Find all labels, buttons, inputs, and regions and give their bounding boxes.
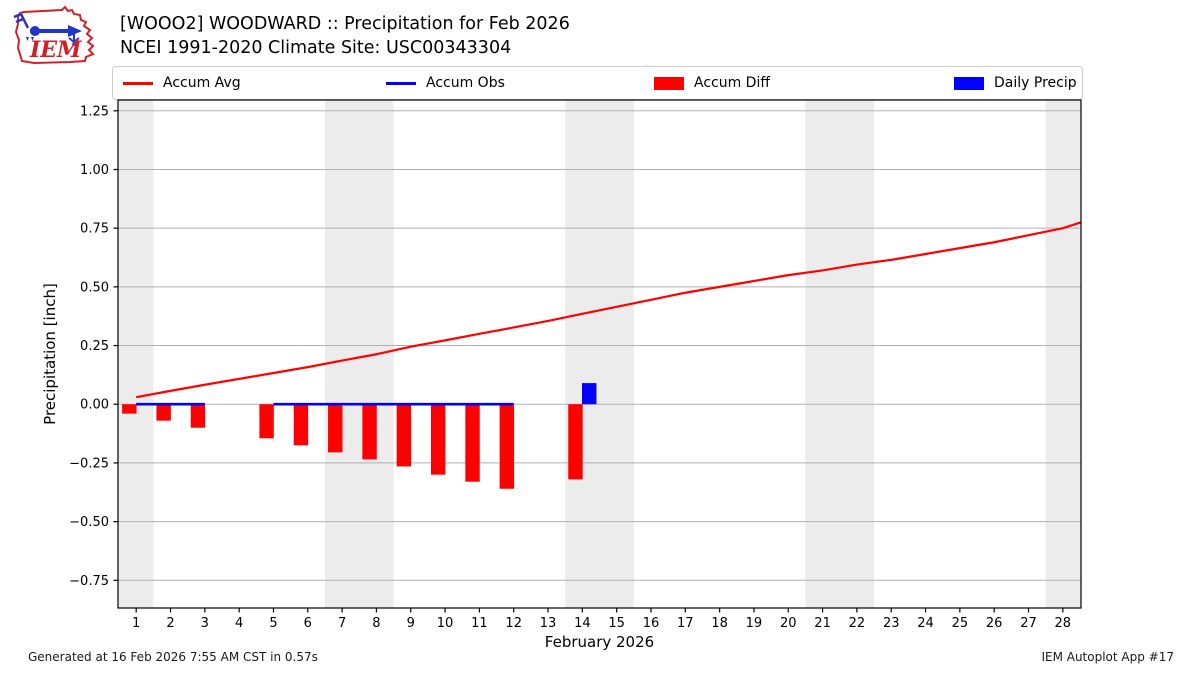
x-tick-label: 23 — [883, 616, 900, 631]
y-tick-label: 1.00 — [80, 163, 109, 178]
y-tick-label: −0.50 — [69, 515, 109, 530]
y-tick-label: 0.00 — [80, 398, 109, 413]
x-tick-label: 20 — [780, 616, 797, 631]
x-tick-label: 5 — [269, 616, 277, 631]
accum-diff-bar — [259, 404, 274, 439]
daily-precip-bar — [581, 383, 597, 405]
weekend-band — [1045, 100, 1081, 608]
generated-timestamp: Generated at 16 Feb 2026 7:55 AM CST in … — [28, 650, 318, 664]
x-tick-label: 25 — [952, 616, 969, 631]
iem-logo: IEM — [13, 5, 95, 65]
y-tick-label: 0.50 — [80, 280, 109, 295]
accum-diff-bar — [122, 404, 137, 414]
x-tick-label: 21 — [814, 616, 831, 631]
weather-vane-icon — [13, 12, 82, 46]
x-tick-label: 28 — [1055, 616, 1072, 631]
chart-title: [WOOO2] WOODWARD :: Precipitation for Fe… — [120, 14, 570, 34]
x-tick-label: 26 — [986, 616, 1003, 631]
y-tick-label: 0.75 — [80, 222, 109, 237]
accum-diff-bar — [465, 404, 480, 482]
y-tick-label: −0.75 — [69, 574, 109, 589]
x-tick-label: 16 — [643, 616, 660, 631]
legend-label: Accum Obs — [426, 75, 505, 91]
accum-obs-line-swatch-icon — [386, 81, 416, 85]
x-tick-label: 9 — [407, 616, 415, 631]
x-tick-label: 8 — [372, 616, 380, 631]
x-tick-label: 22 — [849, 616, 866, 631]
x-tick-label: 19 — [746, 616, 763, 631]
x-tick-label: 24 — [917, 616, 934, 631]
iowa-state-outline-icon — [14, 5, 95, 65]
iem-logo-text: IEM — [29, 37, 82, 63]
plot-border — [117, 99, 1082, 609]
x-tick-label: 18 — [711, 616, 728, 631]
x-tick-label: 17 — [677, 616, 694, 631]
accum-diff-bar — [362, 404, 377, 460]
x-axis-label: February 2026 — [545, 633, 654, 651]
accum-avg-line — [135, 221, 1082, 399]
weekend-band — [565, 100, 634, 608]
x-tick-label: 4 — [235, 616, 243, 631]
weekend-band — [805, 100, 875, 608]
y-tick-label: −0.25 — [69, 456, 109, 471]
accum-diff-bar — [156, 404, 171, 421]
accum-diff-bar — [396, 404, 412, 467]
legend-item-accum-obs: Accum Obs — [386, 67, 505, 99]
legend-item-daily-precip: Daily Precip — [954, 67, 1077, 99]
x-tick-label: 15 — [608, 616, 625, 631]
y-tick-label: 1.25 — [80, 104, 109, 119]
legend-item-accum-diff: Accum Diff — [654, 67, 770, 99]
accum-avg-line-swatch-icon — [123, 81, 153, 85]
x-tick-label: 2 — [166, 616, 174, 631]
weekend-band — [118, 100, 154, 608]
accum-diff-bar — [568, 404, 583, 480]
x-tick-label: 27 — [1020, 616, 1037, 631]
accum-diff-bar — [293, 404, 309, 446]
x-tick-label: 6 — [304, 616, 312, 631]
accum-diff-bar — [190, 404, 206, 428]
app-credit: IEM Autoplot App #17 — [1041, 650, 1174, 664]
x-tick-label: 11 — [471, 616, 488, 631]
y-axis-label: Precipitation [inch] — [41, 283, 59, 425]
x-tick-label: 13 — [540, 616, 557, 631]
x-tick-label: 3 — [201, 616, 209, 631]
x-tick-label: 7 — [338, 616, 346, 631]
accum-diff-bar — [499, 404, 515, 489]
x-tick-label: 14 — [574, 616, 591, 631]
accum-diff-bar — [430, 404, 446, 475]
y-tick-label: 0.25 — [80, 339, 109, 354]
x-tick-label: 1 — [132, 616, 140, 631]
chart-subtitle: NCEI 1991-2020 Climate Site: USC00343304 — [120, 38, 512, 58]
legend-label: Daily Precip — [994, 75, 1077, 91]
legend-label: Accum Avg — [163, 75, 241, 91]
x-tick-label: 10 — [437, 616, 454, 631]
daily-precip-patch-swatch-icon — [954, 76, 984, 90]
legend-item-accum-avg: Accum Avg — [123, 67, 241, 99]
weekend-band — [324, 100, 394, 608]
accum-diff-patch-swatch-icon — [654, 76, 684, 90]
chart-title-block: [WOOO2] WOODWARD :: Precipitation for Fe… — [120, 12, 570, 60]
legend-label: Accum Diff — [694, 75, 771, 91]
accum-diff-bar — [328, 404, 343, 453]
x-tick-label: 12 — [505, 616, 522, 631]
